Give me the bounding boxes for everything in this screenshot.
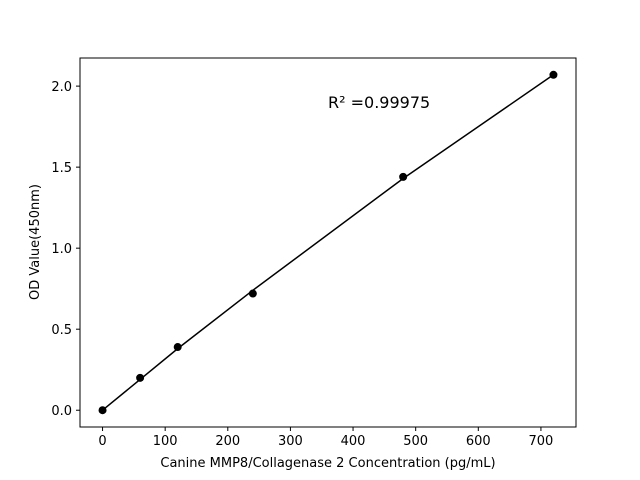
x-tick-label: 200 (215, 434, 240, 449)
data-point (173, 343, 182, 352)
y-tick-label: 0.5 (51, 323, 72, 338)
x-axis-label: Canine MMP8/Collagenase 2 Concentration … (160, 456, 495, 471)
y-tick-label: 0.0 (51, 404, 72, 419)
x-tick-label: 300 (278, 434, 303, 449)
data-point (136, 373, 145, 382)
x-tick-label: 500 (403, 434, 428, 449)
annotation: R² =0.99975 (328, 93, 430, 112)
data-point (549, 70, 558, 79)
fit-line (102, 74, 554, 411)
x-tick-label: 700 (529, 434, 554, 449)
data-point (399, 172, 408, 181)
y-tick-label: 1.0 (51, 242, 72, 257)
x-tick-label: 100 (153, 434, 178, 449)
plot-frame (79, 57, 577, 428)
data-point (248, 289, 257, 298)
x-tick-label: 0 (98, 434, 106, 449)
data-point (98, 406, 107, 415)
x-tick-label: 400 (341, 434, 366, 449)
y-axis-label: OD Value(450nm) (28, 184, 43, 300)
x-tick-label: 600 (466, 434, 491, 449)
y-tick-label: 1.5 (51, 161, 72, 176)
y-tick-label: 2.0 (51, 80, 72, 95)
